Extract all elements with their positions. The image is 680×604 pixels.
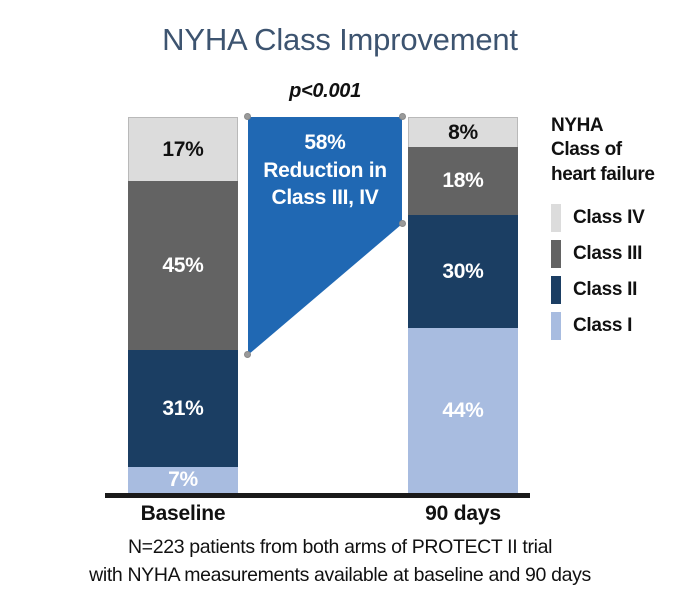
axis-tick-label-90days: 90 days bbox=[425, 502, 501, 525]
page-title: NYHA Class Improvement bbox=[162, 22, 518, 57]
segment-value-label: 18% bbox=[442, 169, 484, 193]
footnote: N=223 patients from both arms of PROTECT… bbox=[0, 534, 680, 589]
selection-handle-top-left-icon[interactable] bbox=[244, 113, 251, 120]
bar-segment-90days-class3[interactable]: 18% bbox=[408, 147, 518, 215]
legend-title-line-3: heart failure bbox=[551, 163, 655, 185]
footnote-line-1: N=223 patients from both arms of PROTECT… bbox=[127, 536, 553, 558]
selection-handle-top-right-icon[interactable] bbox=[399, 113, 406, 120]
legend-swatch-icon-class4 bbox=[551, 203, 561, 232]
legend-swatch-icon-class3 bbox=[551, 239, 561, 268]
bar-segment-baseline-class3[interactable]: 45% bbox=[128, 180, 238, 351]
segment-value-label: 31% bbox=[162, 396, 204, 420]
bar-baseline[interactable]: 17% 45% 31% 7% bbox=[128, 117, 238, 493]
bar-segment-baseline-class4[interactable]: 17% bbox=[128, 117, 238, 181]
segment-value-label: 30% bbox=[442, 259, 484, 283]
legend-swatch-icon-class2 bbox=[551, 275, 561, 304]
legend-item-class1[interactable]: Class I bbox=[551, 308, 680, 344]
segment-value-label: 45% bbox=[162, 254, 204, 277]
legend-label-class1: Class I bbox=[573, 314, 633, 336]
legend-label-class3: Class III bbox=[573, 242, 643, 264]
selection-handle-mid-right-icon[interactable] bbox=[399, 220, 406, 227]
legend: NYHA Class of heart failure Class IV Cla… bbox=[551, 114, 680, 344]
reduction-callout[interactable]: 58% Reduction in Class III, IV bbox=[244, 113, 406, 358]
legend-item-class3[interactable]: Class III bbox=[551, 236, 680, 272]
footnote-line-2: with NYHA measurements available at base… bbox=[89, 563, 591, 586]
legend-label-class2: Class II bbox=[573, 278, 638, 300]
legend-item-class4[interactable]: Class IV bbox=[551, 200, 680, 236]
callout-line-3: Class III, IV bbox=[271, 186, 379, 210]
segment-value-label: 7% bbox=[168, 468, 198, 492]
legend-title: NYHA Class of heart failure bbox=[551, 114, 680, 187]
callout-text: 58% Reduction in Class III, IV bbox=[248, 129, 402, 212]
legend-title-line-1: NYHA bbox=[551, 115, 604, 136]
p-value-annotation: p<0.001 bbox=[289, 80, 361, 102]
x-axis-line bbox=[105, 493, 530, 498]
callout-shape-icon bbox=[248, 117, 402, 355]
callout-line-2: Reduction in bbox=[263, 158, 387, 182]
legend-label-class4: Class IV bbox=[573, 206, 645, 228]
bar-segment-baseline-class2[interactable]: 31% bbox=[128, 350, 238, 467]
bar-90days[interactable]: 8% 18% 30% 44% bbox=[408, 117, 518, 493]
bar-segment-90days-class2[interactable]: 30% bbox=[408, 214, 518, 328]
segment-value-label: 17% bbox=[162, 137, 204, 161]
callout-line-1: 58% bbox=[304, 131, 346, 154]
segment-value-label: 8% bbox=[448, 121, 478, 145]
legend-item-class2[interactable]: Class II bbox=[551, 272, 680, 308]
bar-segment-90days-class4[interactable]: 8% bbox=[408, 117, 518, 148]
selection-handle-bottom-left-icon[interactable] bbox=[244, 351, 251, 358]
segment-value-label: 44% bbox=[442, 398, 484, 422]
legend-swatch-icon-class1 bbox=[551, 311, 561, 340]
axis-tick-label-baseline: Baseline bbox=[140, 502, 226, 525]
legend-title-line-2: Class of bbox=[551, 139, 622, 161]
legend-items: Class IV Class III Class II Class I bbox=[551, 200, 680, 344]
bar-segment-90days-class1[interactable]: 44% bbox=[408, 327, 518, 493]
bar-segment-baseline-class1[interactable]: 7% bbox=[128, 466, 238, 493]
